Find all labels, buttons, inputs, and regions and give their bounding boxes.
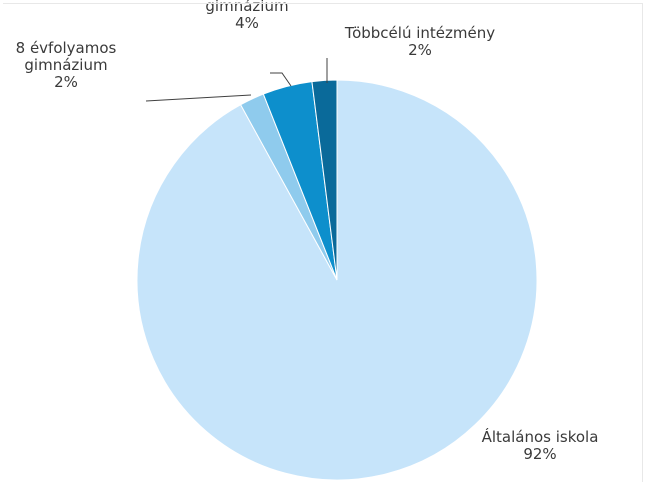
data-label-6-evfolyamos-gimnazium: 6 évfolyamosgimnázium4% — [197, 0, 298, 32]
data-label-value: 2% — [54, 73, 78, 91]
data-label-tobbcelu-intezmeny: Többcélú intézmény 2% — [344, 24, 495, 59]
data-label-name-line: Általános iskola — [482, 427, 599, 446]
data-label-value: 92% — [523, 445, 556, 463]
leader-line-6-evfolyamos-gimnazium — [270, 72, 292, 87]
data-label-name-line: gimnázium — [205, 0, 288, 15]
data-label-8-evfolyamos-gimnazium: 8 évfolyamos gimnázium 2% — [16, 39, 117, 91]
data-label-altalanos-iskola: Általános iskola 92% — [482, 427, 599, 463]
data-label-name-line: Többcélú intézmény — [344, 24, 495, 42]
data-label-value: 2% — [408, 41, 432, 59]
pie-slice-tobbcelu-intezmeny — [311, 79, 338, 281]
data-label-name-line: 8 évfolyamos — [16, 39, 117, 57]
data-label-value: 4% — [235, 14, 259, 32]
leader-line-8-evfolyamos-gimnazium — [145, 94, 252, 102]
data-label-name-line: gimnázium — [24, 56, 107, 74]
